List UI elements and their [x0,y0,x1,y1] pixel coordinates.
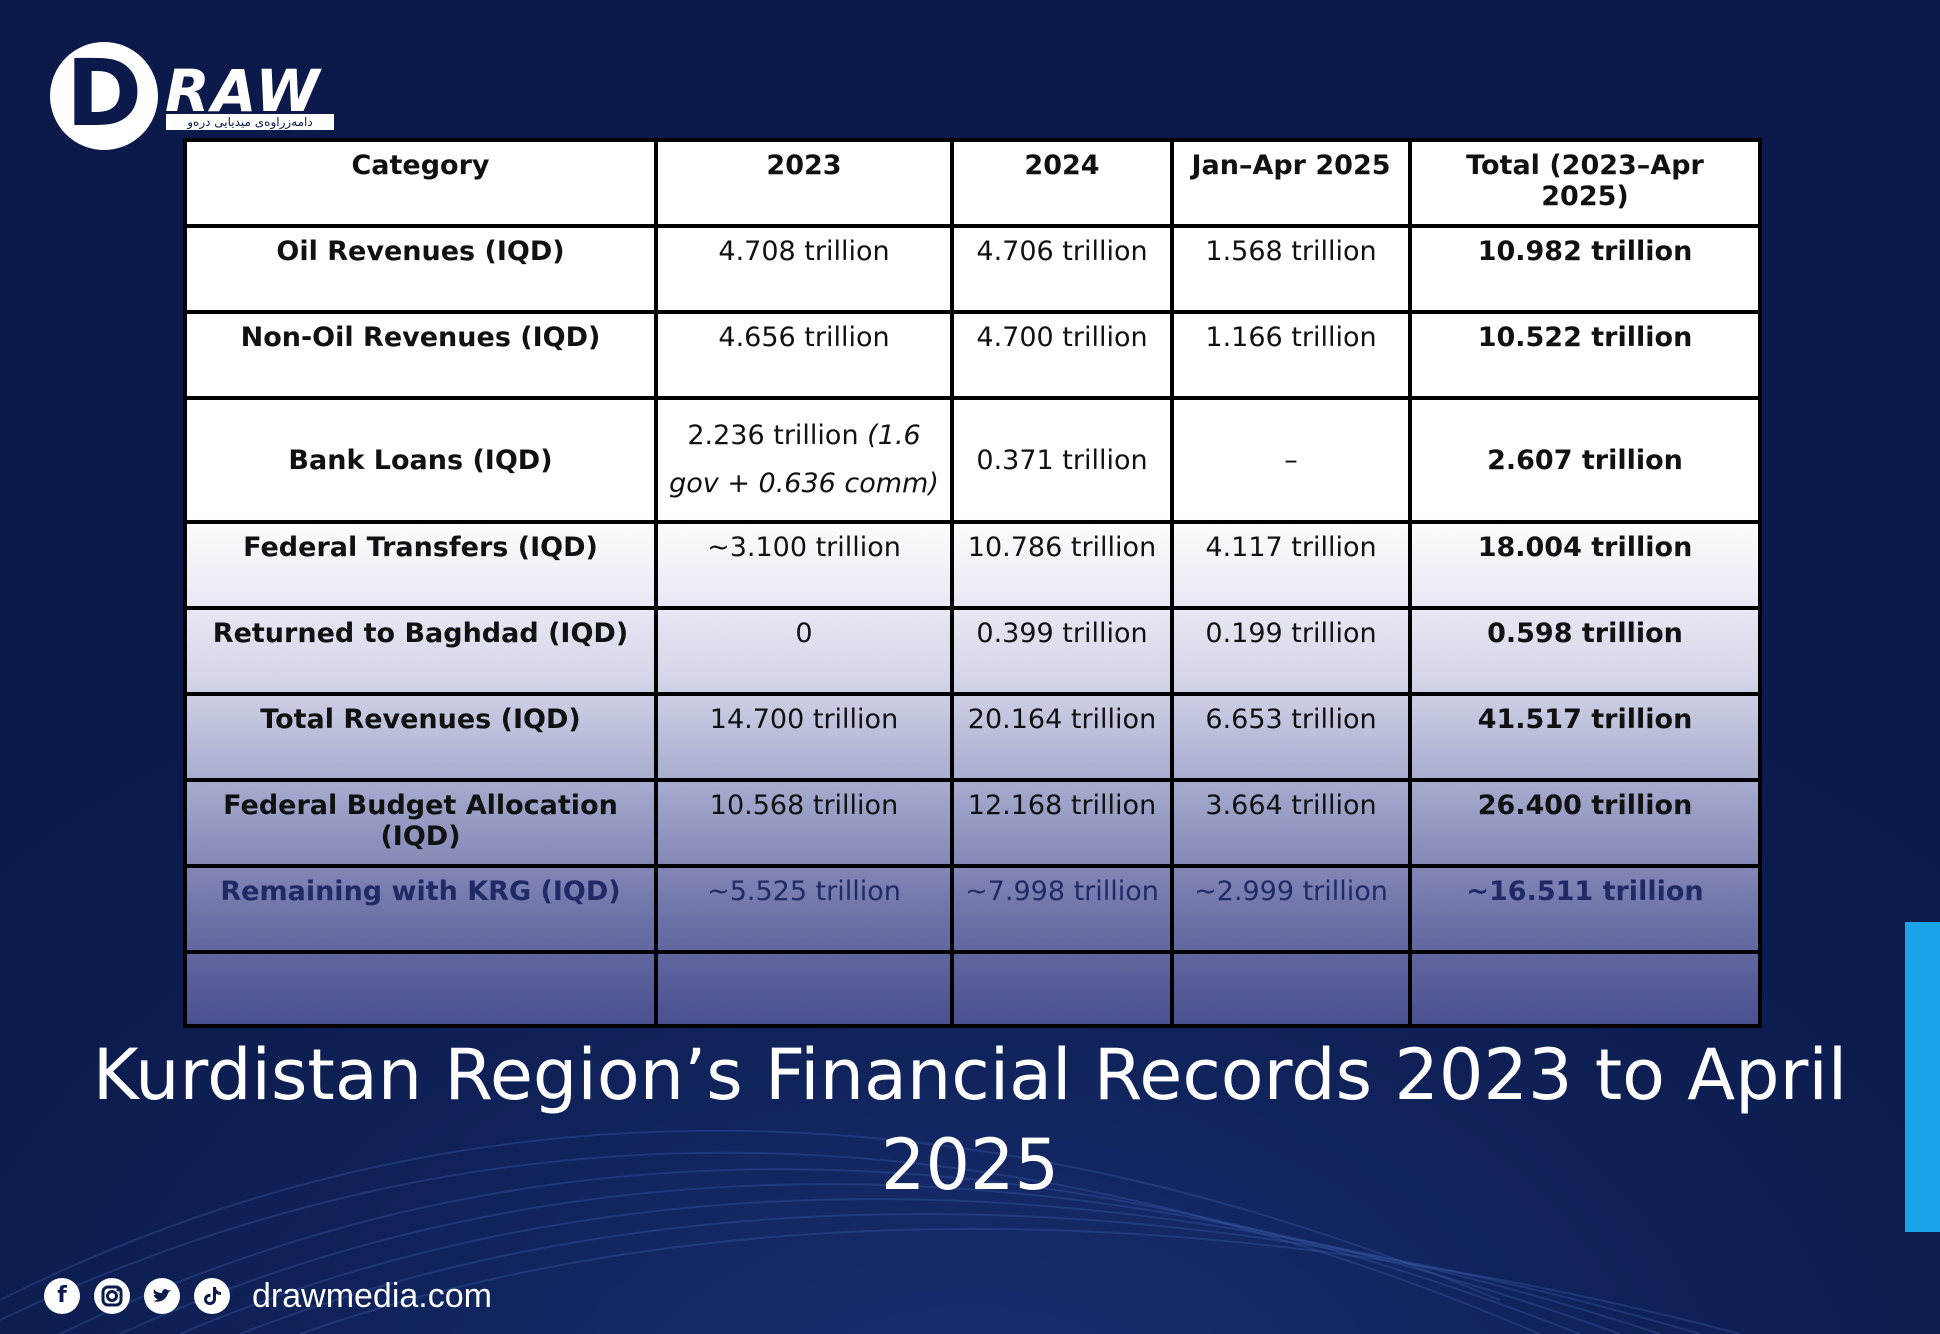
facebook-icon[interactable]: f [44,1278,80,1314]
draw-logo: D RAW دامەزراوەی میدیایی درەو [50,42,350,152]
row-category: Federal Transfers (IQD) [183,520,658,610]
cell-2025: 0.199 trillion [1170,606,1412,696]
cell-2023: 0 [654,606,954,696]
row-category: Non-Oil Revenues (IQD) [183,310,658,400]
cell-2023: ~3.100 trillion [654,520,954,610]
cell-total: ~16.511 trillion [1408,864,1762,954]
row-category: Oil Revenues (IQD) [183,224,658,314]
cell-2024: 4.700 trillion [950,310,1174,400]
cell-2023: ~5.525 trillion [654,864,954,954]
empty-cell [950,950,1174,1028]
table-header-row: Category 2023 2024 Jan–Apr 2025 Total (2… [183,138,1762,228]
cell-total: 10.982 trillion [1408,224,1762,314]
logo-word: RAW [165,57,322,125]
cell-2023: 14.700 trillion [654,692,954,782]
header-total: Total (2023–Apr 2025) [1408,138,1762,228]
page-title: Kurdistan Region’s Financial Records 202… [92,1034,1848,1206]
logo-letter: D [65,40,143,147]
table-row-empty [183,950,1762,1028]
cell-2023: 4.656 trillion [654,310,954,400]
cell-2024: 4.706 trillion [950,224,1174,314]
row-category: Total Revenues (IQD) [183,692,658,782]
cell-total: 26.400 trillion [1408,778,1762,868]
cell-2025: ~2.999 trillion [1170,864,1412,954]
cell-2024: ~7.998 trillion [950,864,1174,954]
cell-2023: 10.568 trillion [654,778,954,868]
cell-total: 41.517 trillion [1408,692,1762,782]
cell-2024: 20.164 trillion [950,692,1174,782]
cell-2025: 1.166 trillion [1170,310,1412,400]
cell-total: 18.004 trillion [1408,520,1762,610]
empty-cell [1170,950,1412,1028]
table-row: Total Revenues (IQD) 14.700 trillion 20.… [183,692,1762,782]
cell-2024: 10.786 trillion [950,520,1174,610]
logo-ring [50,42,158,150]
financial-records-table: Category 2023 2024 Jan–Apr 2025 Total (2… [183,138,1762,1028]
accent-bar [1905,922,1940,1232]
cell-total: 0.598 trillion [1408,606,1762,696]
header-jan-apr-2025: Jan–Apr 2025 [1170,138,1412,228]
twitter-icon[interactable] [144,1278,180,1314]
table-row: Remaining with KRG (IQD) ~5.525 trillion… [183,864,1762,954]
cell-total: 10.522 trillion [1408,310,1762,400]
table-row: Federal Transfers (IQD) ~3.100 trillion … [183,520,1762,610]
table-row: Non-Oil Revenues (IQD) 4.656 trillion 4.… [183,310,1762,400]
table-row: Bank Loans (IQD) 2.236 trillion (1.6 gov… [183,396,1762,524]
row-category: Remaining with KRG (IQD) [183,864,658,954]
cell-2025: – [1170,396,1412,524]
header-2024: 2024 [950,138,1174,228]
table-row: Oil Revenues (IQD) 4.708 trillion 4.706 … [183,224,1762,314]
row-category: Returned to Baghdad (IQD) [183,606,658,696]
website-link[interactable]: drawmedia.com [252,1277,492,1315]
cell-2024: 12.168 trillion [950,778,1174,868]
empty-cell [183,950,658,1028]
cell-2023-value: 2.236 trillion [687,420,859,451]
instagram-icon[interactable] [94,1278,130,1314]
cell-2025: 3.664 trillion [1170,778,1412,868]
cell-2024: 0.399 trillion [950,606,1174,696]
cell-2025: 4.117 trillion [1170,520,1412,610]
cell-2023-note: (1.6 gov + 0.636 comm) [669,420,939,499]
logo-subtitle: دامەزراوەی میدیایی درەو [166,114,334,130]
header-2023: 2023 [654,138,954,228]
cell-2025: 1.568 trillion [1170,224,1412,314]
empty-cell [654,950,954,1028]
cell-total: 2.607 trillion [1408,396,1762,524]
table-row: Returned to Baghdad (IQD) 0 0.399 trilli… [183,606,1762,696]
cell-2023: 2.236 trillion (1.6 gov + 0.636 comm) [654,396,954,524]
cell-2023: 4.708 trillion [654,224,954,314]
tiktok-icon[interactable] [194,1278,230,1314]
cell-2024: 0.371 trillion [950,396,1174,524]
row-category: Bank Loans (IQD) [183,396,658,524]
row-category: Federal Budget Allocation (IQD) [183,778,658,868]
table-row: Federal Budget Allocation (IQD) 10.568 t… [183,778,1762,868]
cell-2025: 6.653 trillion [1170,692,1412,782]
empty-cell [1408,950,1762,1028]
header-category: Category [183,138,658,228]
